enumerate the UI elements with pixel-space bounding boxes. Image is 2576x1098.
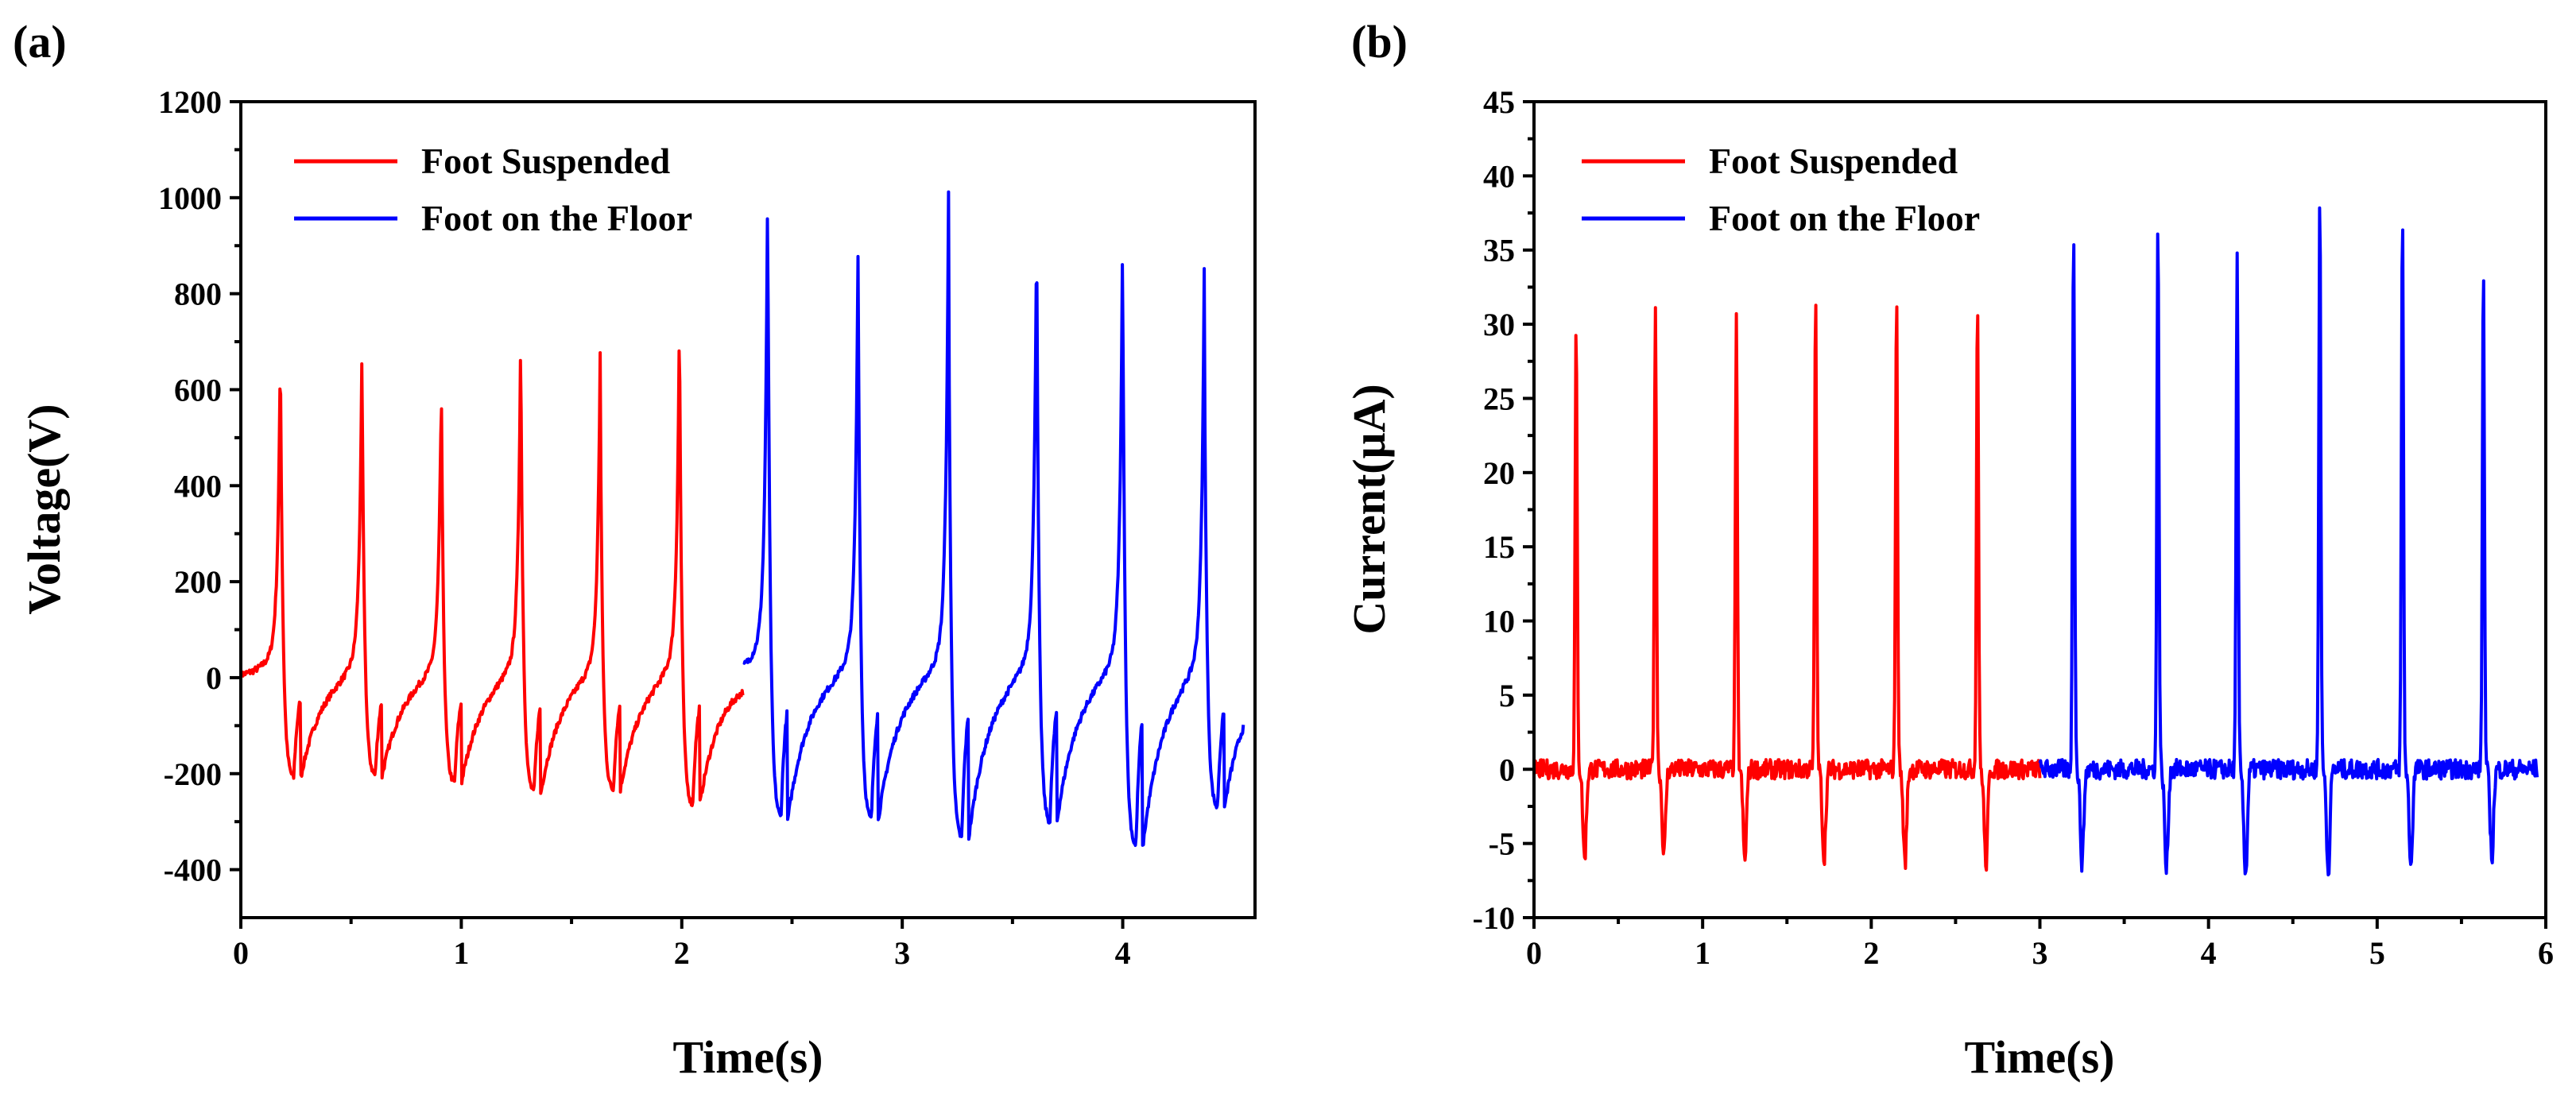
panel-b-y-tick-label: -10: [1473, 900, 1515, 936]
panel-b-series-foot-on-floor-line: [2038, 206, 2539, 877]
panel-a-voltage-chart: (a) 0 1 2 3 4 -400 -200 0 200 400 600 800 1000 1200 T…: [13, 16, 1257, 1083]
panel-b-legend: Foot Suspended Foot on the Floor: [1582, 141, 1980, 238]
panel-a-x-tick-label: 4: [1115, 935, 1131, 971]
panel-a-label: (a): [13, 16, 67, 68]
panel-a-y-tick-label: 1000: [158, 180, 222, 216]
panel-a-y-tick-label: -400: [164, 852, 222, 888]
panel-b-legend-label-floor: Foot on the Floor: [1709, 198, 1980, 238]
panel-a-legend: Foot Suspended Foot on the Floor: [294, 141, 692, 238]
panel-b-y-tick-label: 25: [1483, 381, 1515, 416]
panel-a-x-tick-label: 0: [233, 935, 249, 971]
panel-a-legend-label-suspended: Foot Suspended: [421, 141, 671, 181]
panel-b-x-tick-label: 2: [1863, 935, 1879, 971]
panel-a-series-foot-suspended-line: [239, 349, 745, 807]
panel-b-plot-frame: [1532, 100, 2547, 919]
panel-b-y-tick-label: 0: [1499, 752, 1515, 787]
panel-b-y-tick-label: 35: [1483, 233, 1515, 269]
panel-a-x-tick-label: 2: [674, 935, 690, 971]
panel-b-x-tick-label: 4: [2201, 935, 2217, 971]
panel-b-x-tick-label: 3: [2032, 935, 2048, 971]
panel-a-x-tick-label: 1: [453, 935, 469, 971]
panel-b-series: [1532, 206, 2539, 877]
panel-b-y-tick-label: -5: [1489, 826, 1515, 862]
panel-b-legend-label-suspended: Foot Suspended: [1709, 141, 1958, 181]
panel-a-legend-label-floor: Foot on the Floor: [421, 198, 692, 238]
panel-b-x-tick-label: 5: [2369, 935, 2385, 971]
panel-a-y-tick-label: 400: [174, 468, 222, 504]
panel-b-y-tick-label: 20: [1483, 455, 1515, 491]
panel-b-y-tick-label: 5: [1499, 678, 1515, 713]
panel-a-y-tick-label: 800: [174, 276, 222, 312]
panel-b-x-tick-label: 1: [1695, 935, 1710, 971]
panel-a-x-tick-label: 3: [894, 935, 910, 971]
panel-a-y-tick-label: 0: [206, 660, 222, 696]
panel-b-y-tick-label: 15: [1483, 529, 1515, 565]
panel-b-y-tick-label: 45: [1483, 84, 1515, 120]
panel-b-y-tick-label: 30: [1483, 307, 1515, 342]
panel-b-x-tick-label: 6: [2538, 935, 2554, 971]
panel-a-ticks: 0 1 2 3 4 -400 -200 0 200 400 600 800 1000 1200: [158, 84, 1131, 971]
panel-a-plot-frame: [239, 100, 1257, 919]
panel-b-series-foot-suspended-line: [1532, 303, 2042, 872]
panel-b-y-tick-label: 40: [1483, 158, 1515, 194]
panel-a-series: [239, 190, 1245, 847]
panel-a-y-tick-label: 600: [174, 372, 222, 408]
panel-b-x-tick-label: 0: [1526, 935, 1542, 971]
panel-a-series-foot-on-floor-line: [742, 190, 1245, 847]
panel-a-y-axis-title: Voltage(V): [18, 404, 70, 614]
panel-b-y-tick-label: 10: [1483, 604, 1515, 640]
panel-b-label: (b): [1351, 16, 1408, 68]
panel-a-y-tick-label: 200: [174, 564, 222, 600]
panel-a-x-axis-title: Time(s): [672, 1031, 823, 1083]
panel-b-x-axis-title: Time(s): [1964, 1031, 2114, 1083]
panel-a-y-tick-label: 1200: [158, 84, 222, 120]
panel-a-y-tick-label: -200: [164, 756, 222, 792]
panel-b-y-axis-title: Current(μA): [1343, 384, 1395, 634]
